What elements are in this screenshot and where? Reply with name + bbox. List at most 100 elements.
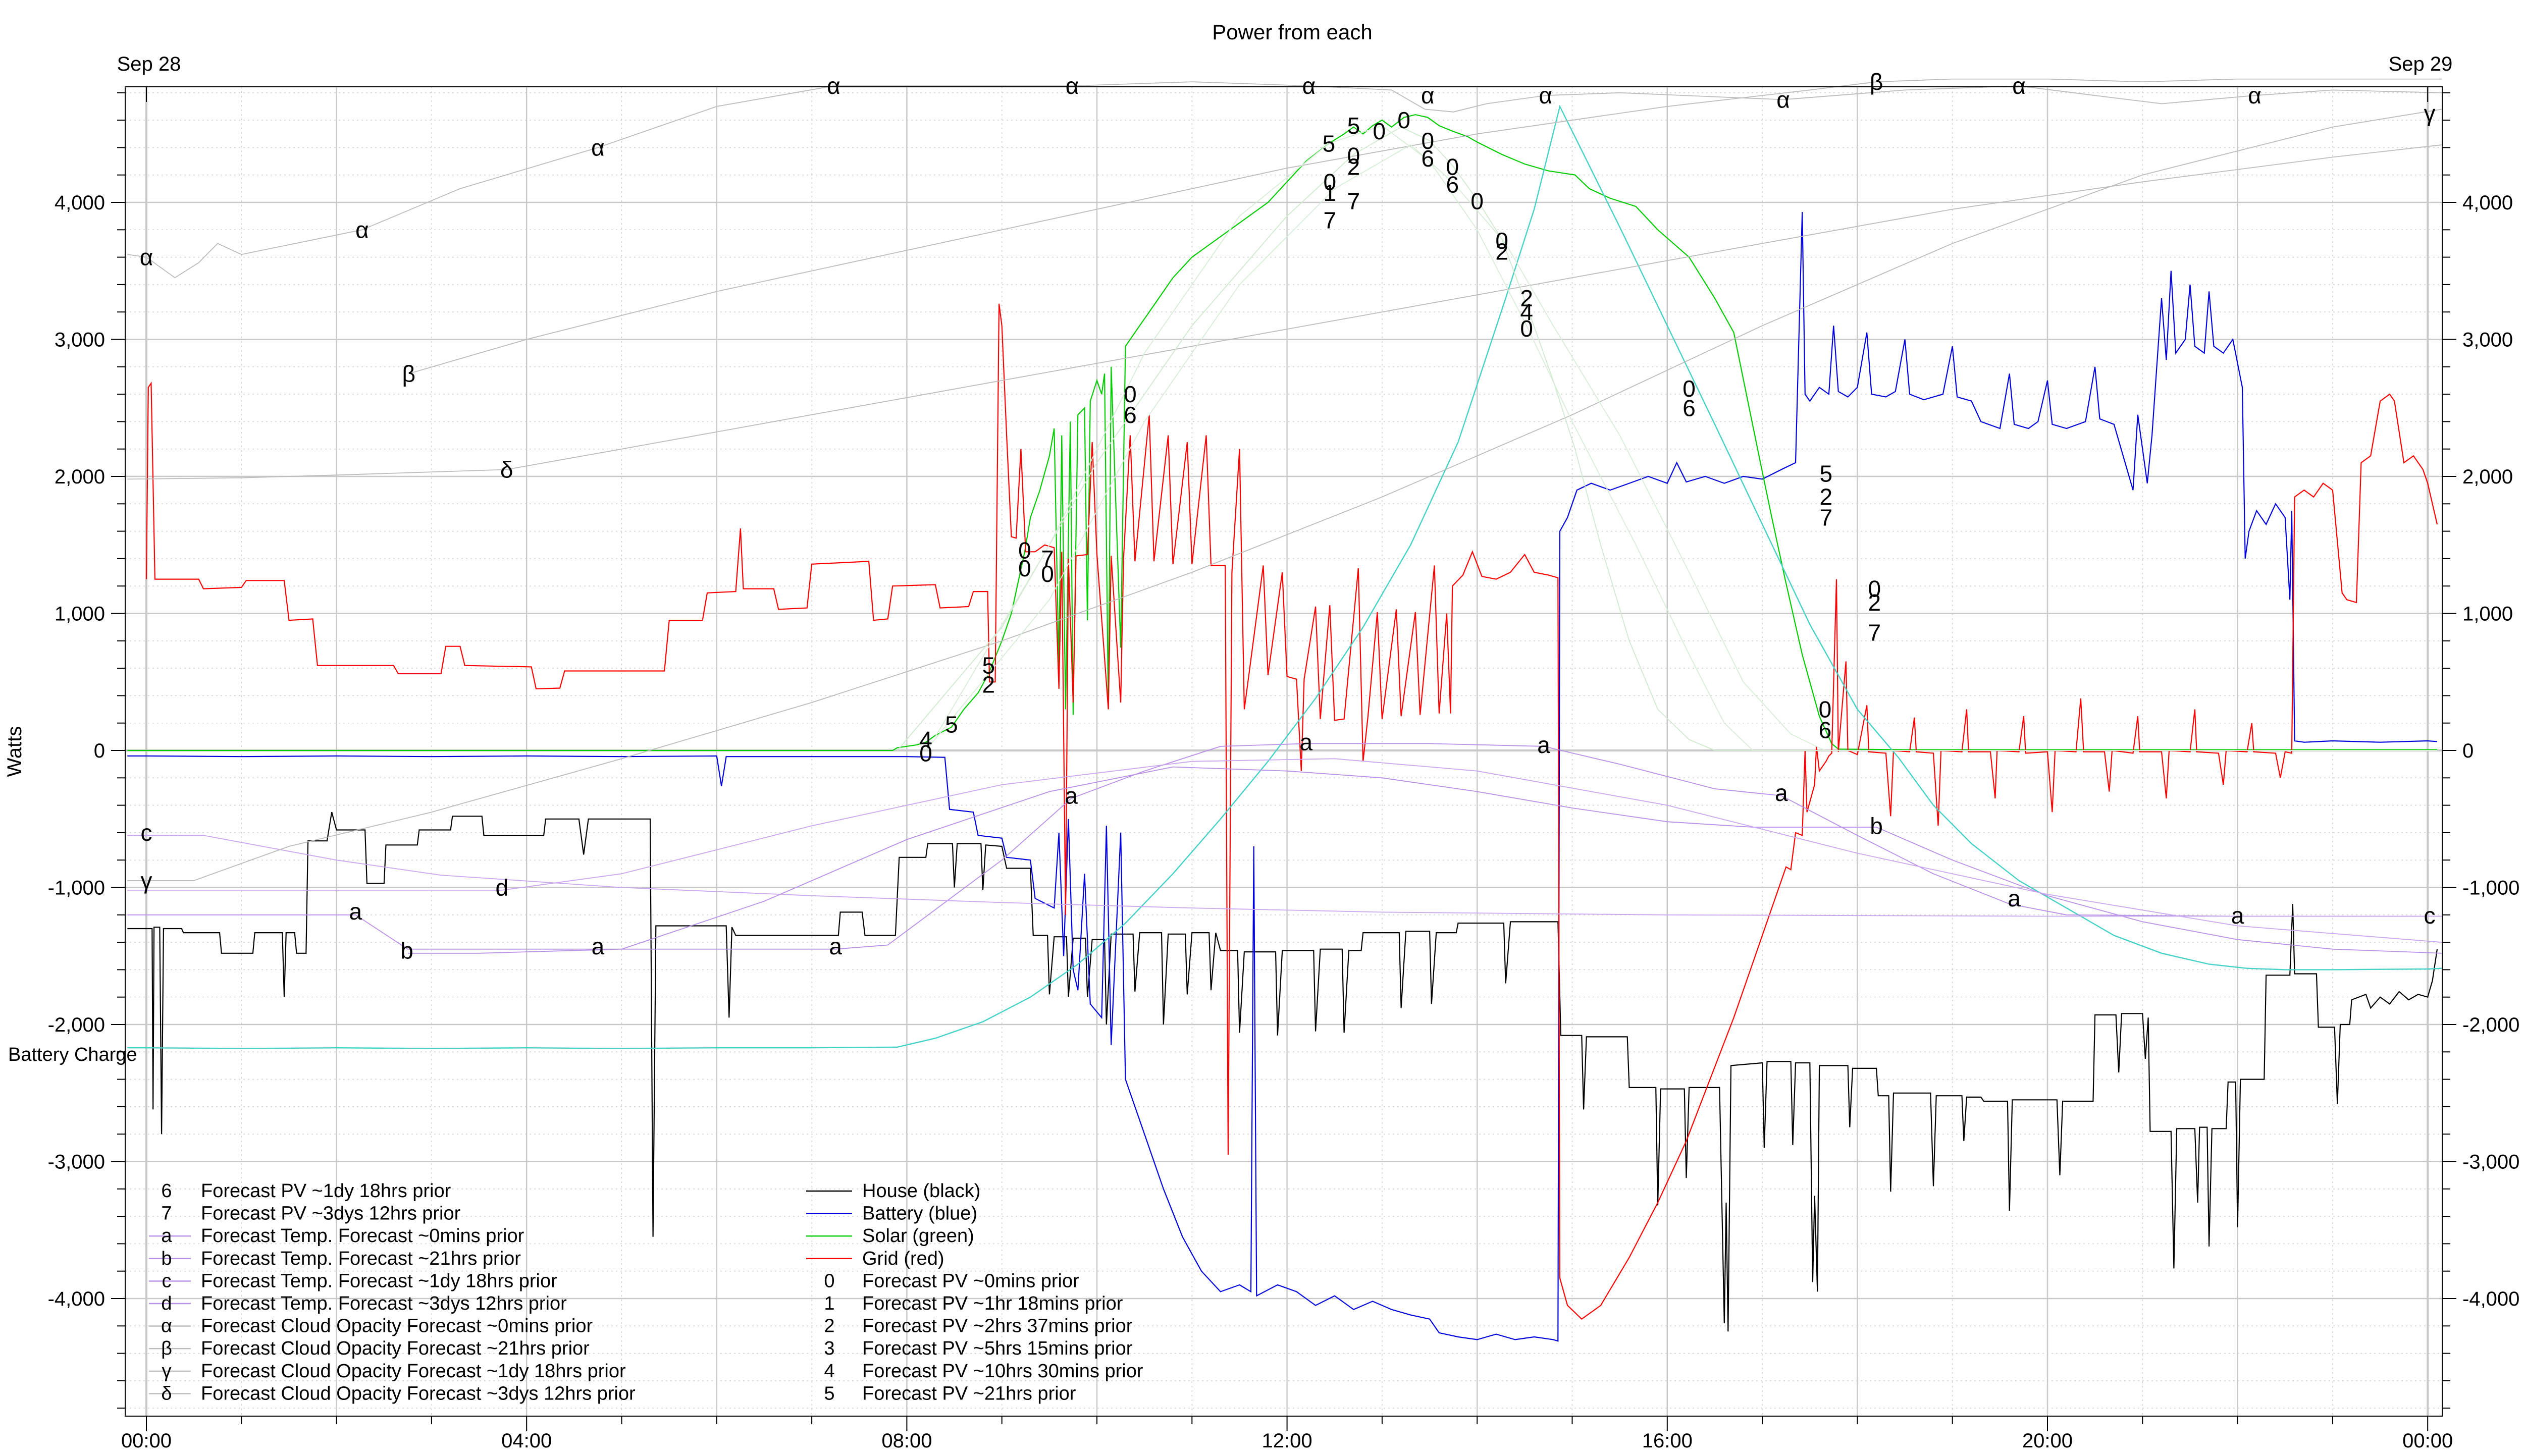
annotation-glyph-4: 4 <box>1520 299 1533 325</box>
series-pv-forecast-0 <box>897 126 2437 751</box>
annotation-glyph-5: 5 <box>1347 113 1360 139</box>
legend-marker-β: β <box>161 1338 172 1359</box>
series-cloud-alpha <box>127 81 2442 279</box>
y-tick-label-left: 4,000 <box>55 192 105 214</box>
annotation-glyph-a: a <box>349 898 362 925</box>
x-tick-label: 00:00 <box>121 1430 172 1452</box>
annotation-glyph-a: a <box>1065 783 1078 809</box>
annotation-glyph-γ: γ <box>141 868 152 894</box>
legend-label-col1-5: Forecast Temp. Forecast ~3dys 12hrs prio… <box>201 1293 567 1314</box>
x-tick-label: 04:00 <box>501 1430 552 1452</box>
annotation-glyph-c: c <box>2424 902 2435 929</box>
annotation-glyph-0: 0 <box>1520 315 1533 342</box>
y-tick-label-left: -4,000 <box>48 1288 105 1310</box>
annotation-glyph-4: 4 <box>919 726 932 752</box>
legend-label-col2-2: Solar (green) <box>862 1225 974 1247</box>
annotation-glyph-0: 0 <box>1868 576 1881 602</box>
annotation-glyph-d: d <box>495 875 508 901</box>
annotation-glyph-0: 0 <box>1018 537 1031 564</box>
legend-marker-a: a <box>161 1225 172 1247</box>
legend-label-col1-9: Forecast Cloud Opacity Forecast ~3dys 12… <box>201 1383 636 1404</box>
legend-label-col1-6: Forecast Cloud Opacity Forecast ~0mins p… <box>201 1316 593 1337</box>
y-tick-label-left: 0 <box>94 740 105 762</box>
annotation-glyph-β: β <box>402 360 415 387</box>
legend-label-col1-8: Forecast Cloud Opacity Forecast ~1dy 18h… <box>201 1361 626 1382</box>
x-tick-label: 12:00 <box>1262 1430 1312 1452</box>
x-tick-label: 16:00 <box>1642 1430 1693 1452</box>
annotation-glyph-5: 5 <box>1819 461 1832 487</box>
series-solar <box>127 114 2437 751</box>
annotation-glyph-1: 1 <box>1324 180 1337 206</box>
annotation-glyph-2: 2 <box>1819 484 1832 510</box>
annotation-glyph-0: 0 <box>1041 561 1054 587</box>
series-temp-d <box>127 758 2442 943</box>
annotation-glyph-δ: δ <box>500 456 513 482</box>
annotation-glyph-0: 0 <box>1446 153 1459 180</box>
y-tick-label-right: 1,000 <box>2462 603 2513 625</box>
annotation-glyph-2: 2 <box>1520 285 1533 311</box>
y-tick-label-right: -1,000 <box>2462 877 2519 899</box>
series-pv-forecast-6 <box>925 144 2437 751</box>
annotation-glyph-2: 2 <box>982 672 995 698</box>
y-tick-label-right: -4,000 <box>2462 1288 2519 1310</box>
annotation-glyph-5: 5 <box>982 653 995 679</box>
annotation-glyph-a: a <box>1775 780 1788 806</box>
annotation-glyph-2: 2 <box>1347 153 1360 180</box>
annotation-glyph-6: 6 <box>1819 717 1832 743</box>
annotation-glyph-a: a <box>1299 729 1312 756</box>
legend-marker-c: c <box>162 1270 172 1291</box>
legend-marker-0: 0 <box>824 1270 834 1291</box>
legend-marker-5: 5 <box>824 1383 834 1404</box>
series-cloud-gamma <box>127 109 2442 881</box>
annotation-glyph-0: 0 <box>1124 381 1137 407</box>
annotation-glyph-α: α <box>140 244 153 271</box>
y-tick-label-right: -3,000 <box>2462 1151 2519 1173</box>
annotation-glyph-6: 6 <box>1124 402 1137 428</box>
series-lines <box>127 78 2442 1342</box>
annotation-glyph-7: 7 <box>1041 546 1054 572</box>
legend-label-col1-1: Forecast PV ~3dys 12hrs prior <box>201 1203 461 1224</box>
legend-marker-δ: δ <box>161 1383 172 1404</box>
date-label-right: Sep 29 <box>2389 53 2453 75</box>
annotation-glyph-α: α <box>355 217 369 243</box>
annotation-glyph-0: 0 <box>1324 169 1337 195</box>
legend-label-col1-3: Forecast Temp. Forecast ~21hrs prior <box>201 1248 521 1269</box>
legend: 6 Forecast PV ~1dy 18hrs prior 7 Forecast P… <box>149 1180 1143 1404</box>
x-tick-label: 00:00 <box>2402 1430 2453 1452</box>
annotation-glyph-a: a <box>1537 732 1550 758</box>
annotation-glyph-7: 7 <box>1347 188 1360 214</box>
legend-label-col1-4: Forecast Temp. Forecast ~1dy 18hrs prior <box>201 1270 557 1291</box>
series-temp-b <box>407 766 2442 954</box>
plot-border <box>125 86 2443 1417</box>
annotation-glyph-0: 0 <box>1373 118 1386 144</box>
legend-label-col2-6: Forecast PV ~2hrs 37mins prior <box>862 1316 1133 1337</box>
series-temp-c <box>127 835 2442 917</box>
legend-marker-α: α <box>161 1316 172 1337</box>
annotation-glyph-a: a <box>2008 885 2021 911</box>
series-cloud-beta <box>408 78 2442 374</box>
annotation-glyph-b: b <box>400 937 413 963</box>
annotation-glyph-7: 7 <box>1819 504 1832 530</box>
annotation-glyph-0: 0 <box>1018 555 1031 581</box>
y-tick-label-right: 3,000 <box>2462 329 2513 351</box>
legend-label-col2-5: Forecast PV ~1hr 18mins prior <box>862 1293 1123 1314</box>
legend-marker-6: 6 <box>161 1180 172 1202</box>
annotation-glyph-β: β <box>1870 69 1883 95</box>
annotation-glyph-c: c <box>141 820 152 846</box>
annotation-glyph-6: 6 <box>1682 395 1696 421</box>
legend-marker-1: 1 <box>824 1293 834 1314</box>
annotation-glyph-0: 0 <box>1347 143 1360 169</box>
legend-label-col2-1: Battery (blue) <box>862 1203 977 1224</box>
legend-marker-γ: γ <box>162 1361 172 1382</box>
legend-label-col1-0: Forecast PV ~1dy 18hrs prior <box>201 1180 451 1202</box>
annotation-glyph-5: 5 <box>945 711 958 737</box>
annotation-glyph-7: 7 <box>1868 620 1881 646</box>
annotation-glyph-6: 6 <box>1446 172 1459 198</box>
battery-charge-axis-label: Battery Charge <box>8 1044 137 1065</box>
x-tick-label: 20:00 <box>2022 1430 2073 1452</box>
series-house <box>127 812 2438 1332</box>
annotation-glyph-2: 2 <box>1495 239 1508 265</box>
